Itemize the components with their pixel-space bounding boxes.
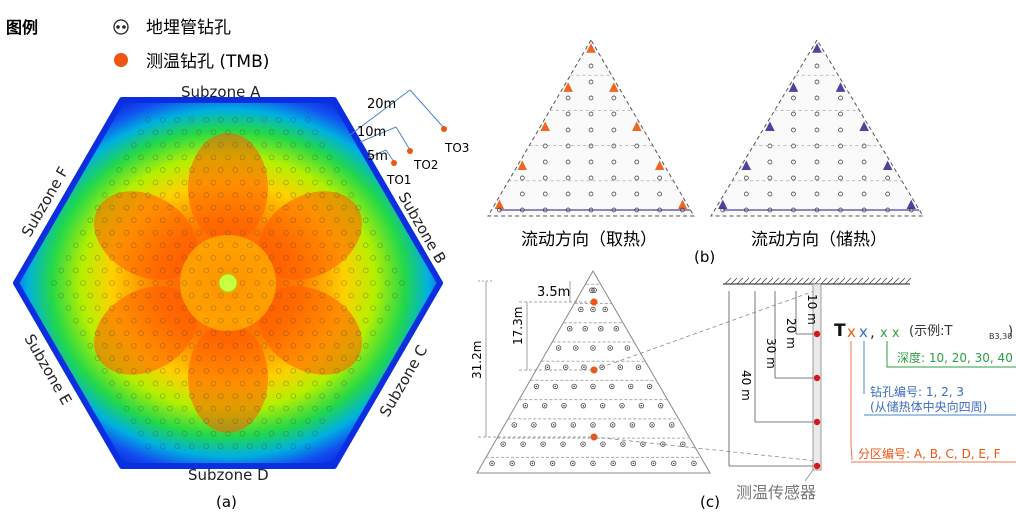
label-storage: 流动方向（储热）	[751, 230, 887, 250]
dim-31-2m: 31.2m	[470, 341, 484, 379]
code-comma: ,	[870, 323, 875, 341]
tmb-1	[590, 298, 598, 306]
ground-surface	[723, 277, 912, 285]
dim-17-3m: 17.3m	[511, 307, 525, 345]
to1-label: TO1	[386, 173, 411, 187]
flow-triangle-extraction	[487, 39, 695, 217]
dim-3-5m: 3.5m	[537, 285, 570, 300]
legend: 图例 地埋管钻孔 测温钻孔 (TMB)	[6, 18, 269, 72]
caption-c: (c)	[700, 493, 720, 511]
to1-marker	[391, 160, 397, 166]
to3-label: TO3	[444, 141, 469, 155]
legend-borehole-label: 地埋管钻孔	[146, 18, 231, 38]
panel-b: 流动方向（取热） 流动方向（储热） (b)	[487, 39, 924, 266]
code-hole-x: x	[859, 323, 868, 341]
to2-marker	[407, 148, 413, 154]
depth-dimensions	[728, 291, 813, 467]
outer-probe-leaders	[349, 89, 445, 163]
distance-20m: 20m	[367, 97, 396, 112]
to3-marker	[441, 126, 447, 132]
triangle-borehole-grid	[489, 287, 697, 467]
code-example-prefix: (示例:T	[909, 324, 952, 339]
note-depth: 深度: 10, 20, 30, 40	[897, 350, 1013, 365]
code-example-sub: B3,30	[989, 332, 1012, 341]
sensor-label: 测温传感器	[736, 483, 816, 502]
panel-a: Subzone A Subzone B Subzone C Subzone D …	[13, 83, 469, 511]
note-borehole-1: 钻孔编号: 1, 2, 3	[870, 384, 964, 399]
code-zone-x: x	[847, 323, 856, 341]
distance-10m: 10m	[357, 125, 386, 140]
note-zone: 分区编号: A, B, C, D, E, F	[858, 446, 1001, 461]
legend-title: 图例	[6, 18, 38, 37]
center-borehole	[218, 273, 238, 293]
temperature-sensors	[813, 330, 821, 470]
note-borehole-2: (从储热体中央向四周)	[870, 399, 987, 414]
naming-code: T x x , x x (示例:T B3,30 )	[834, 321, 1013, 341]
depth-30m: 30 m	[764, 338, 778, 369]
panel-c: 3.5m 17.3m 31.2m	[470, 269, 1016, 511]
code-example-suffix: )	[1008, 324, 1013, 339]
borehole-grid	[51, 116, 405, 450]
code-t: T	[834, 321, 846, 341]
subzone-d-label: Subzone D	[188, 466, 269, 484]
depth-40m: 40 m	[739, 370, 753, 401]
code-depth-xx: x x	[880, 326, 900, 341]
orange-dot-icon	[114, 53, 128, 67]
legend-tmb-label: 测温钻孔 (TMB)	[146, 52, 269, 72]
projection-lines	[593, 289, 818, 462]
depth-10m: 10 m	[805, 294, 819, 325]
depth-20m: 20 m	[784, 318, 798, 349]
sensor-leader	[804, 469, 814, 482]
caption-b: (b)	[694, 248, 715, 266]
flow-triangle-storage	[710, 39, 924, 217]
dimension-lines	[478, 280, 594, 438]
caption-a: (a)	[216, 493, 237, 511]
label-extraction: 流动方向（取热）	[521, 230, 657, 250]
subzone-a-label: Subzone A	[181, 83, 261, 101]
to2-label: TO2	[413, 158, 438, 172]
code-leaders	[850, 341, 1016, 461]
borehole-pair-icon	[113, 19, 129, 35]
distance-5m: 5m	[367, 149, 388, 164]
